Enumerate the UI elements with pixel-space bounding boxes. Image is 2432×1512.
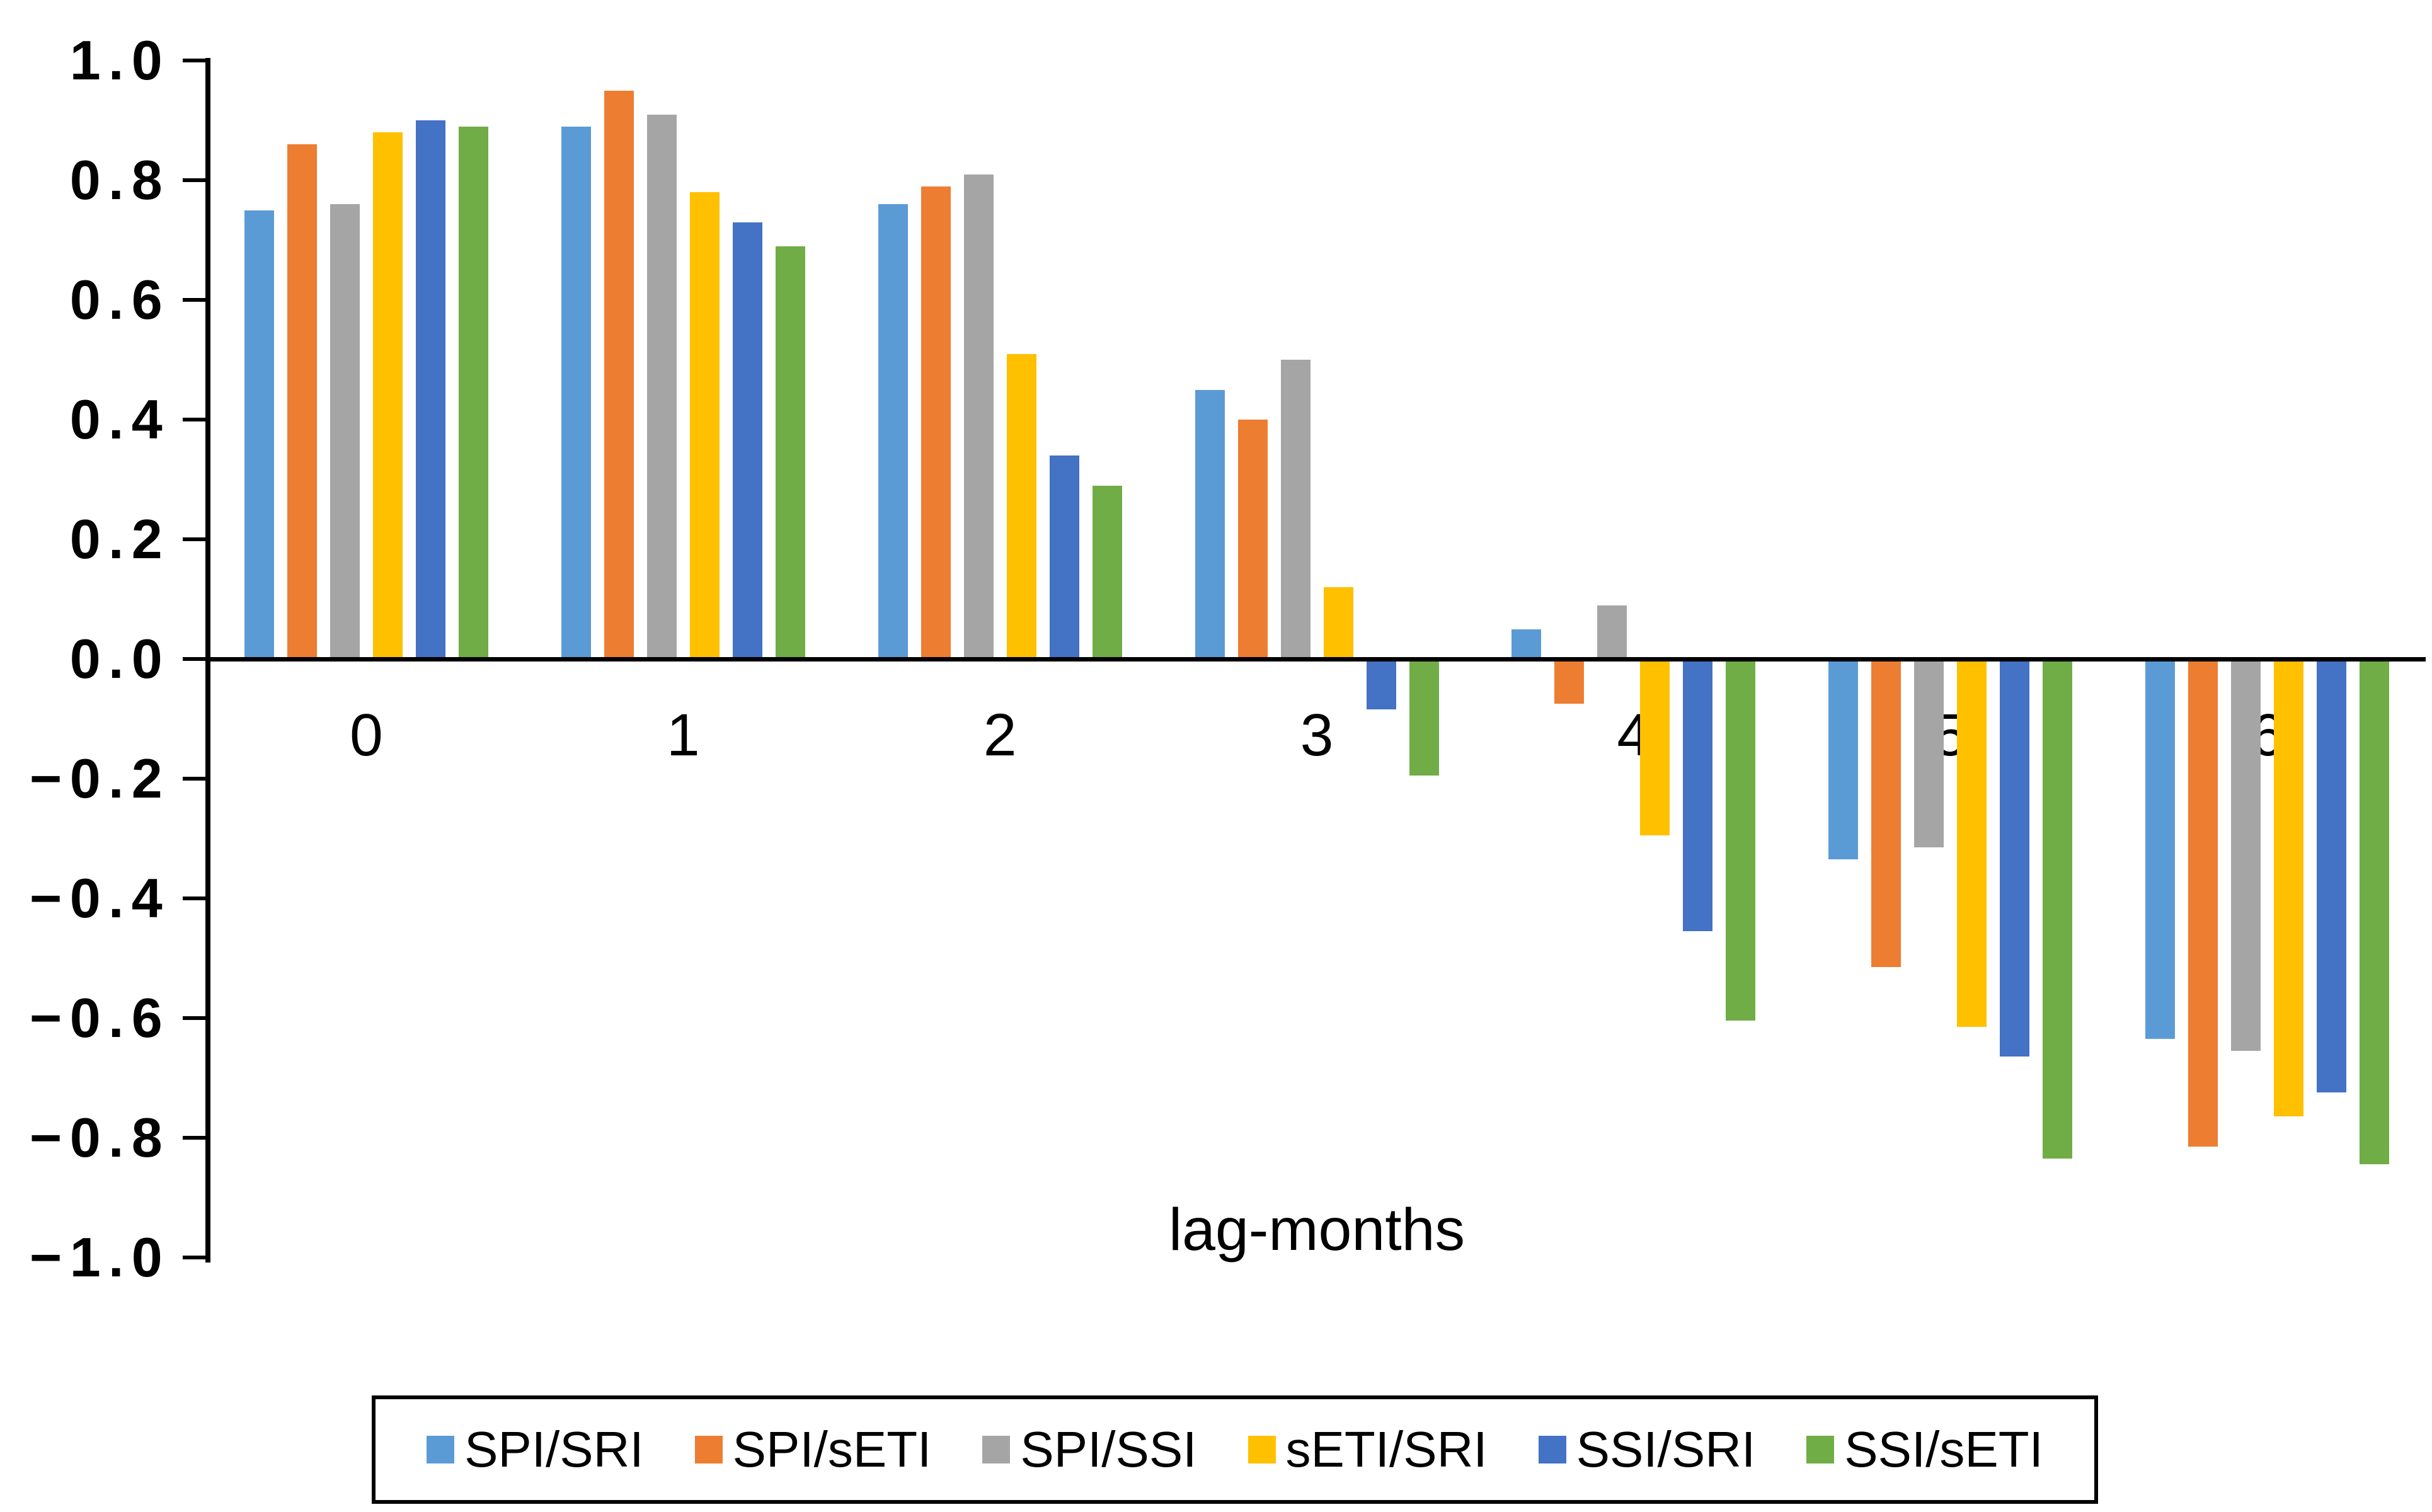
y-tick	[183, 178, 208, 182]
y-tick	[183, 777, 208, 781]
bar	[1280, 360, 1311, 659]
y-tick	[183, 59, 208, 62]
bar	[689, 192, 720, 659]
bar	[2145, 662, 2176, 1039]
y-tick	[183, 1136, 208, 1140]
legend-label: SPI/SRI	[464, 1421, 644, 1477]
bar	[1049, 455, 1079, 659]
y-tick-label: 0.2	[69, 508, 170, 570]
legend-swatch-icon	[982, 1436, 1011, 1463]
legend-swatch-icon	[1538, 1436, 1566, 1463]
bar	[2360, 662, 2390, 1164]
bar	[2231, 662, 2261, 1051]
legend-swatch-icon	[1806, 1436, 1835, 1463]
legend-label: SPI/SSI	[1020, 1421, 1197, 1477]
bar	[2000, 662, 2030, 1057]
bar	[1323, 587, 1353, 659]
bar	[1511, 629, 1542, 659]
y-tick-label: −0.4	[29, 867, 170, 929]
bar	[1828, 662, 1859, 859]
bar	[646, 114, 677, 659]
bar	[1554, 662, 1585, 704]
bar	[878, 204, 908, 659]
y-tick-label: 1.0	[69, 29, 170, 91]
legend-item: SPI/SRI	[427, 1424, 644, 1475]
x-category-label: 3	[1300, 702, 1334, 769]
legend-swatch-icon	[694, 1436, 723, 1463]
y-tick	[183, 896, 208, 900]
bar	[1006, 353, 1036, 659]
legend-item: SSI/SRI	[1538, 1421, 1756, 1477]
legend-item: SPI/SSI	[982, 1424, 1196, 1475]
legend-label: SSI/sETI	[1844, 1421, 2043, 1477]
legend-item: sETI/SRI	[1248, 1424, 1488, 1475]
bar	[287, 144, 317, 659]
y-tick-label: 0.4	[69, 388, 170, 450]
legend-label: SPI/sETI	[732, 1421, 932, 1477]
bar	[561, 126, 591, 659]
bar	[732, 222, 762, 659]
legend-swatch-icon	[427, 1436, 455, 1463]
bar	[415, 120, 445, 659]
x-category-label: 1	[666, 702, 700, 769]
bar	[921, 186, 951, 659]
y-tick	[183, 1256, 208, 1259]
bar	[1914, 662, 1944, 847]
y-axis-line	[205, 58, 210, 1263]
bar	[1597, 605, 1627, 659]
y-tick	[183, 1016, 208, 1020]
y-tick-label: −0.2	[29, 747, 170, 810]
legend-label: sETI/SRI	[1285, 1421, 1488, 1477]
bar	[458, 126, 488, 659]
bar	[330, 204, 360, 659]
y-tick	[183, 298, 208, 302]
x-category-label: 2	[983, 702, 1017, 769]
bar	[1871, 662, 1901, 967]
bar	[1195, 389, 1225, 659]
bar	[1640, 662, 1670, 835]
y-tick-label: −1.0	[29, 1226, 170, 1288]
legend-swatch-icon	[1248, 1436, 1276, 1463]
y-tick-label: 0.0	[69, 627, 170, 690]
bar	[1683, 662, 1713, 931]
bar	[2043, 662, 2073, 1159]
bar	[604, 90, 634, 659]
y-tick	[183, 418, 208, 421]
bar	[1237, 420, 1268, 659]
y-tick-label: −0.8	[29, 1106, 170, 1169]
bar	[372, 132, 403, 659]
bar	[1366, 662, 1396, 709]
bar	[2274, 662, 2304, 1116]
y-tick	[183, 537, 208, 541]
y-tick-label: −0.6	[29, 987, 170, 1049]
bar	[2188, 662, 2218, 1147]
bar	[1957, 662, 1987, 1027]
x-axis-baseline	[205, 657, 2426, 662]
bar	[1092, 485, 1122, 659]
legend-item: SPI/sETI	[694, 1421, 932, 1477]
legend-label: SSI/SRI	[1576, 1421, 1756, 1477]
bar	[1726, 662, 1756, 1021]
bar	[2317, 662, 2347, 1092]
y-tick	[183, 657, 208, 661]
y-tick-label: 0.8	[69, 149, 170, 211]
bar	[775, 246, 805, 659]
x-category-label: 0	[350, 702, 383, 769]
legend-box: SPI/SRI SPI/sETI SPI/SSI sETI/SRI SSI/SRI SSI…	[372, 1395, 2098, 1504]
bar	[244, 210, 274, 659]
y-tick-label: 0.6	[69, 268, 170, 331]
bar	[963, 174, 994, 659]
x-axis-title: lag-months	[1169, 1196, 1465, 1263]
legend-item: SSI/sETI	[1806, 1424, 2043, 1475]
bar	[1409, 662, 1439, 776]
